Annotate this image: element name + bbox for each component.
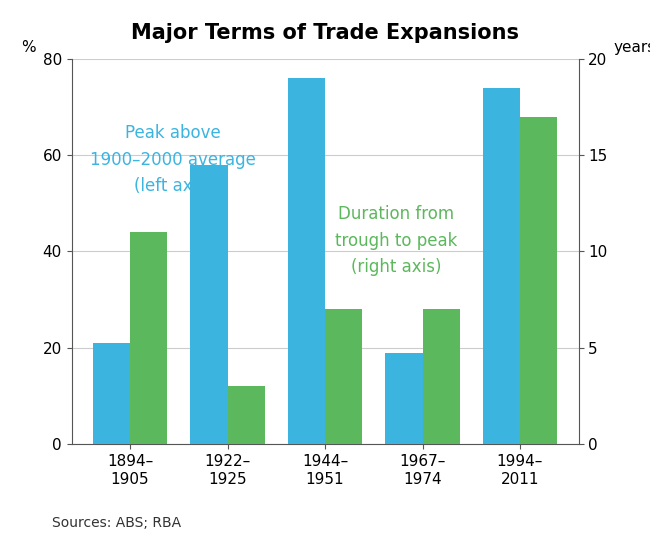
Bar bbox=[385, 353, 422, 444]
Bar bbox=[288, 78, 325, 444]
Text: %: % bbox=[21, 40, 36, 55]
Text: Peak above
1900–2000 average
(left axis): Peak above 1900–2000 average (left axis) bbox=[90, 124, 256, 195]
Bar bbox=[190, 165, 228, 444]
Bar bbox=[422, 309, 460, 444]
Title: Major Terms of Trade Expansions: Major Terms of Trade Expansions bbox=[131, 24, 519, 43]
Text: Sources: ABS; RBA: Sources: ABS; RBA bbox=[52, 516, 181, 530]
Bar bbox=[325, 309, 362, 444]
Bar bbox=[130, 232, 167, 444]
Text: years: years bbox=[614, 40, 650, 55]
Bar bbox=[520, 117, 557, 444]
Text: Duration from
trough to peak
(right axis): Duration from trough to peak (right axis… bbox=[335, 205, 457, 276]
Bar bbox=[483, 88, 520, 444]
Bar bbox=[227, 386, 265, 444]
Bar bbox=[93, 343, 130, 444]
